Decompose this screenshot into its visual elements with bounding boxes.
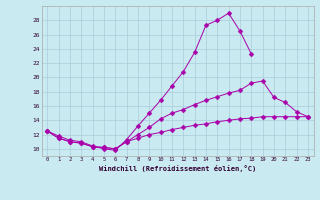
- X-axis label: Windchill (Refroidissement éolien,°C): Windchill (Refroidissement éolien,°C): [99, 165, 256, 172]
